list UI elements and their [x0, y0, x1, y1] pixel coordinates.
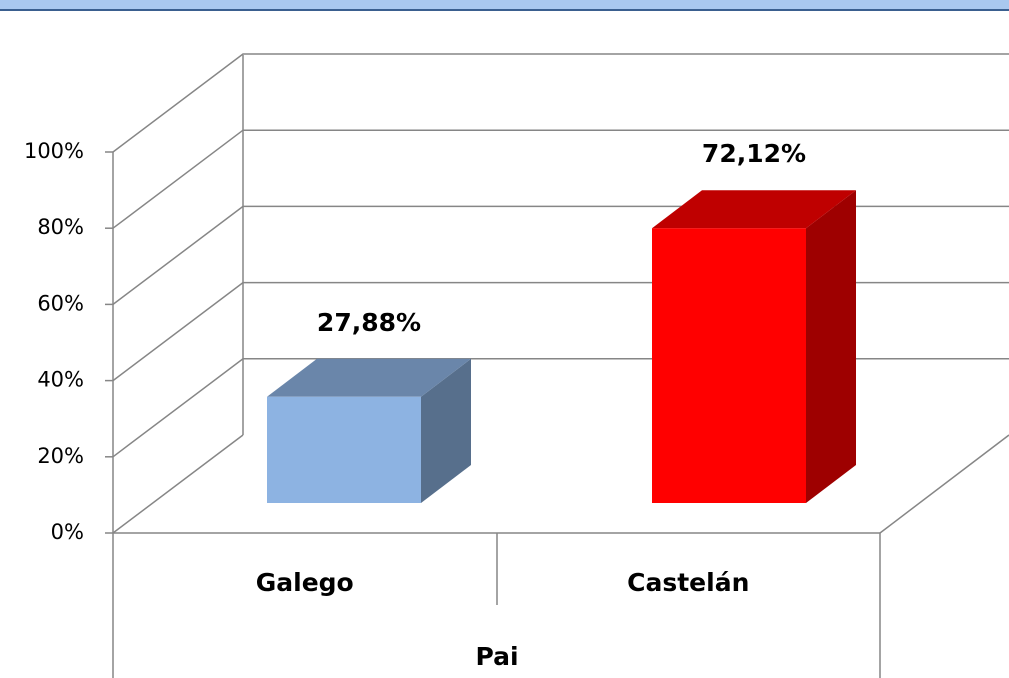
- grid-line: [112, 205, 1009, 305]
- x-tick-label: Galego: [256, 568, 354, 597]
- grid-line: [112, 53, 1009, 153]
- x-tick-label: Castelán: [627, 568, 749, 597]
- y-tick-label: 40%: [37, 368, 84, 392]
- y-tick-label: 60%: [37, 291, 84, 315]
- value-label: 72,12%: [702, 139, 806, 168]
- group-label: Pai: [475, 642, 518, 671]
- y-tick-label: 20%: [37, 444, 84, 468]
- bar: [267, 396, 421, 503]
- header-band: [0, 0, 1009, 10]
- y-tick-label: 80%: [37, 215, 84, 239]
- grid-line: [112, 434, 244, 534]
- axes-frame: [112, 55, 1009, 678]
- grid-line: [112, 129, 1009, 229]
- y-tick-label: 0%: [51, 520, 84, 544]
- bar-side: [806, 190, 856, 504]
- grid-line: [112, 358, 1009, 458]
- bar-top: [267, 358, 471, 397]
- grid-line: [112, 281, 1009, 382]
- bar-top: [652, 190, 856, 229]
- bar: [652, 228, 806, 504]
- y-tick-label: 100%: [24, 139, 84, 163]
- value-label: 27,88%: [317, 308, 421, 337]
- bar-side: [421, 358, 471, 503]
